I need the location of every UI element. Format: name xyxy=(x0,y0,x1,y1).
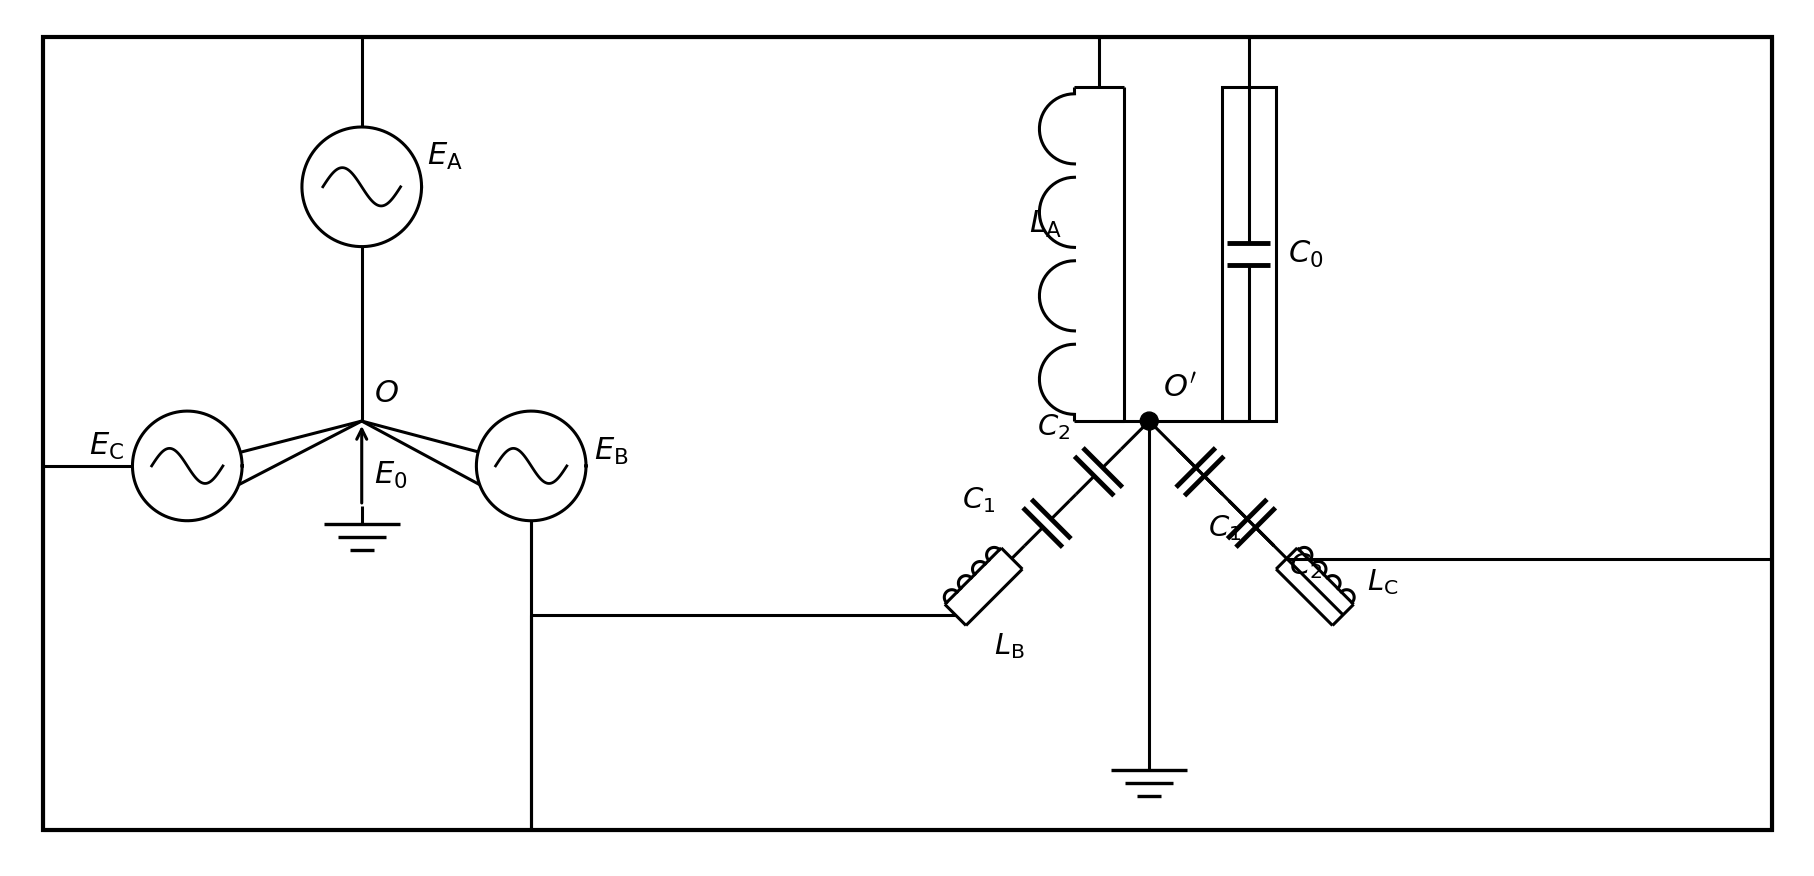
Bar xyxy=(1221,87,1275,421)
Text: $C_{\mathsf{1}}$: $C_{\mathsf{1}}$ xyxy=(961,485,994,515)
Text: $O'$: $O'$ xyxy=(1163,372,1195,403)
Circle shape xyxy=(1139,412,1157,430)
Text: $L_{\mathsf{B}}$: $L_{\mathsf{B}}$ xyxy=(992,632,1023,661)
Text: $E_{\mathsf{A}}$: $E_{\mathsf{A}}$ xyxy=(426,141,463,173)
Text: $C_{\mathsf{0}}$: $C_{\mathsf{0}}$ xyxy=(1288,238,1322,270)
Text: $E_{\mathsf{B}}$: $E_{\mathsf{B}}$ xyxy=(593,435,628,467)
Text: $L_{\mathsf{A}}$: $L_{\mathsf{A}}$ xyxy=(1029,208,1061,240)
Text: $O$: $O$ xyxy=(374,378,399,409)
Text: $E_{\mathsf{C}}$: $E_{\mathsf{C}}$ xyxy=(89,430,125,462)
Text: $L_{\mathsf{C}}$: $L_{\mathsf{C}}$ xyxy=(1366,567,1397,597)
Text: $C_{\mathsf{2}}$: $C_{\mathsf{2}}$ xyxy=(1038,412,1070,442)
Text: $C_{\mathsf{1}}$: $C_{\mathsf{1}}$ xyxy=(1208,513,1241,543)
Text: $C_{\mathsf{2}}$: $C_{\mathsf{2}}$ xyxy=(1288,551,1322,581)
Text: $E_{\mathsf{0}}$: $E_{\mathsf{0}}$ xyxy=(374,460,406,491)
